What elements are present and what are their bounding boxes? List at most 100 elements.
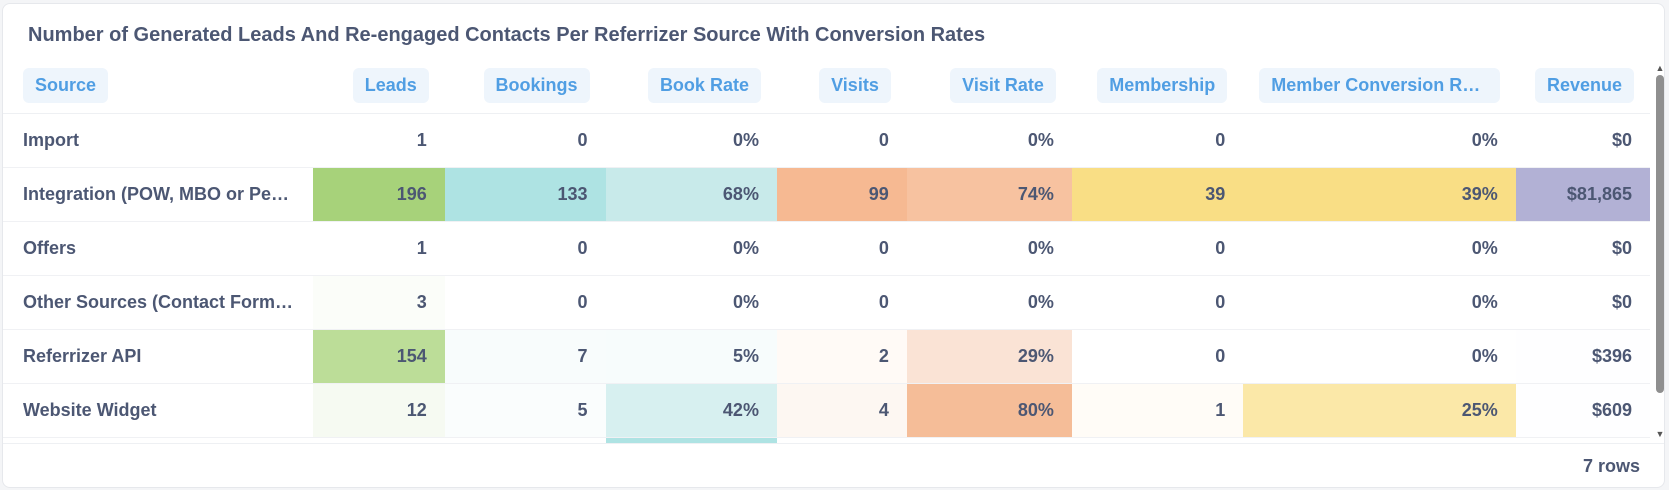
cell-visits[interactable] [776, 437, 907, 443]
column-header-leads-button[interactable]: Leads [352, 68, 429, 104]
column-header-visits-button[interactable]: Visits [819, 68, 891, 104]
cell-visit_rate[interactable]: 80% [906, 383, 1072, 438]
cell-revenue[interactable]: $81,865 [1515, 167, 1650, 222]
cell-book_rate[interactable]: 0% [605, 275, 777, 330]
table-row[interactable] [3, 437, 1650, 443]
cell-source[interactable]: Import [3, 113, 313, 168]
cell-leads[interactable]: 1 [312, 113, 445, 168]
cell-revenue[interactable] [1515, 437, 1650, 443]
cell-bookings[interactable]: 0 [444, 113, 606, 168]
cell-revenue[interactable]: $609 [1515, 383, 1650, 438]
cell-visits[interactable]: 4 [776, 383, 907, 438]
table-row[interactable]: Other Sources (Contact Form, … 3 0 0% 0 0% 0 0%… [3, 275, 1650, 330]
cell-bookings[interactable]: 5 [444, 383, 606, 438]
column-header-bookings: Bookings [444, 59, 606, 114]
table-header-row: Source Leads Bookings Book Rate Visits Visit … [3, 59, 1650, 114]
cell-visits[interactable]: 0 [776, 221, 907, 276]
column-header-member_conv: Member Conversion Ra… [1243, 59, 1516, 114]
cell-book_rate[interactable]: 0% [605, 221, 777, 276]
cell-visits[interactable]: 99 [776, 167, 907, 222]
table-viewport: Source Leads Bookings Book Rate Visits Visit … [3, 59, 1654, 443]
cell-member_conv[interactable]: 0% [1243, 113, 1516, 168]
cell-book_rate[interactable] [605, 437, 777, 443]
cell-book_rate[interactable]: 68% [605, 167, 777, 222]
cell-member_conv[interactable]: 0% [1243, 221, 1516, 276]
cell-membership[interactable]: 0 [1071, 275, 1244, 330]
cell-book_rate[interactable]: 0% [605, 113, 777, 168]
table-row[interactable]: Referrizer API 154 7 5% 2 29% 0 0% $396 [3, 329, 1650, 384]
cell-visit_rate[interactable]: 0% [906, 221, 1072, 276]
column-header-member_conv-button[interactable]: Member Conversion Ra… [1259, 68, 1500, 104]
table-body: Import 1 0 0% 0 0% 0 0% $0 Integration (POW, MBO … [3, 113, 1650, 443]
cell-visit_rate[interactable]: 74% [906, 167, 1072, 222]
cell-leads[interactable]: 154 [312, 329, 445, 384]
cell-member_conv[interactable] [1243, 437, 1516, 443]
cell-revenue[interactable]: $0 [1515, 221, 1650, 276]
cell-revenue[interactable]: $0 [1515, 113, 1650, 168]
cell-visit_rate[interactable]: 29% [906, 329, 1072, 384]
cell-source[interactable]: Website Widget [3, 383, 313, 438]
column-header-book_rate-button[interactable]: Book Rate [647, 68, 761, 104]
cell-member_conv[interactable]: 0% [1243, 275, 1516, 330]
scrollbar-thumb[interactable] [1656, 75, 1664, 393]
table-row[interactable]: Integration (POW, MBO or Pea… 196 133 68% 99… [3, 167, 1650, 222]
cell-visit_rate[interactable]: 0% [906, 113, 1072, 168]
cell-membership[interactable]: 0 [1071, 113, 1244, 168]
scroll-up-arrow-icon[interactable]: ▲ [1655, 63, 1665, 73]
cell-visits[interactable]: 0 [776, 113, 907, 168]
column-header-visit_rate: Visit Rate [906, 59, 1072, 114]
cell-leads[interactable]: 3 [312, 275, 445, 330]
scroll-down-arrow-icon[interactable]: ▼ [1655, 429, 1665, 439]
cell-source[interactable] [3, 437, 313, 443]
cell-bookings[interactable]: 133 [444, 167, 606, 222]
cell-revenue[interactable]: $396 [1515, 329, 1650, 384]
table-row[interactable]: Import 1 0 0% 0 0% 0 0% $0 [3, 113, 1650, 168]
cell-membership[interactable]: 1 [1071, 383, 1244, 438]
cell-visit_rate[interactable]: 0% [906, 275, 1072, 330]
cell-revenue[interactable]: $0 [1515, 275, 1650, 330]
column-header-bookings-button[interactable]: Bookings [483, 68, 590, 104]
cell-leads[interactable]: 12 [312, 383, 445, 438]
column-header-membership-button[interactable]: Membership [1097, 68, 1228, 104]
cell-book_rate[interactable]: 5% [605, 329, 777, 384]
cell-bookings[interactable]: 0 [444, 221, 606, 276]
cell-leads[interactable]: 196 [312, 167, 445, 222]
cell-bookings[interactable]: 7 [444, 329, 606, 384]
cell-membership[interactable] [1071, 437, 1244, 443]
column-header-revenue-button[interactable]: Revenue [1534, 68, 1634, 104]
footer-divider [3, 443, 1664, 444]
cell-source[interactable]: Offers [3, 221, 313, 276]
column-header-revenue: Revenue [1515, 59, 1650, 114]
column-header-visit_rate-button[interactable]: Visit Rate [950, 68, 1056, 104]
column-header-visits: Visits [776, 59, 907, 114]
table-row[interactable]: Offers 1 0 0% 0 0% 0 0% $0 [3, 221, 1650, 276]
cell-source[interactable]: Other Sources (Contact Form, … [3, 275, 313, 330]
cell-book_rate[interactable]: 42% [605, 383, 777, 438]
cell-membership[interactable]: 0 [1071, 221, 1244, 276]
card-title: Number of Generated Leads And Re-engaged… [28, 24, 986, 46]
cell-leads[interactable]: 1 [312, 221, 445, 276]
cell-leads[interactable] [312, 437, 445, 443]
cell-member_conv[interactable]: 0% [1243, 329, 1516, 384]
cell-source[interactable]: Integration (POW, MBO or Pea… [3, 167, 313, 222]
cell-membership[interactable]: 0 [1071, 329, 1244, 384]
cell-visit_rate[interactable] [906, 437, 1072, 443]
column-header-leads: Leads [312, 59, 445, 114]
column-header-book_rate: Book Rate [605, 59, 777, 114]
vertical-scrollbar[interactable]: ▲ ▼ [1654, 59, 1665, 443]
cell-visits[interactable]: 0 [776, 275, 907, 330]
data-table: Source Leads Bookings Book Rate Visits Visit … [3, 59, 1650, 443]
column-header-membership: Membership [1071, 59, 1244, 114]
cell-member_conv[interactable]: 39% [1243, 167, 1516, 222]
column-header-source: Source [3, 59, 313, 114]
cell-source[interactable]: Referrizer API [3, 329, 313, 384]
cell-bookings[interactable]: 0 [444, 275, 606, 330]
cell-membership[interactable]: 39 [1071, 167, 1244, 222]
cell-visits[interactable]: 2 [776, 329, 907, 384]
table-row[interactable]: Website Widget 12 5 42% 4 80% 1 25% $609 [3, 383, 1650, 438]
cell-member_conv[interactable]: 25% [1243, 383, 1516, 438]
column-header-source-button[interactable]: Source [23, 68, 109, 104]
table-card: Number of Generated Leads And Re-engaged… [2, 3, 1665, 488]
cell-bookings[interactable] [444, 437, 606, 443]
row-count: 7 rows [1582, 456, 1640, 476]
